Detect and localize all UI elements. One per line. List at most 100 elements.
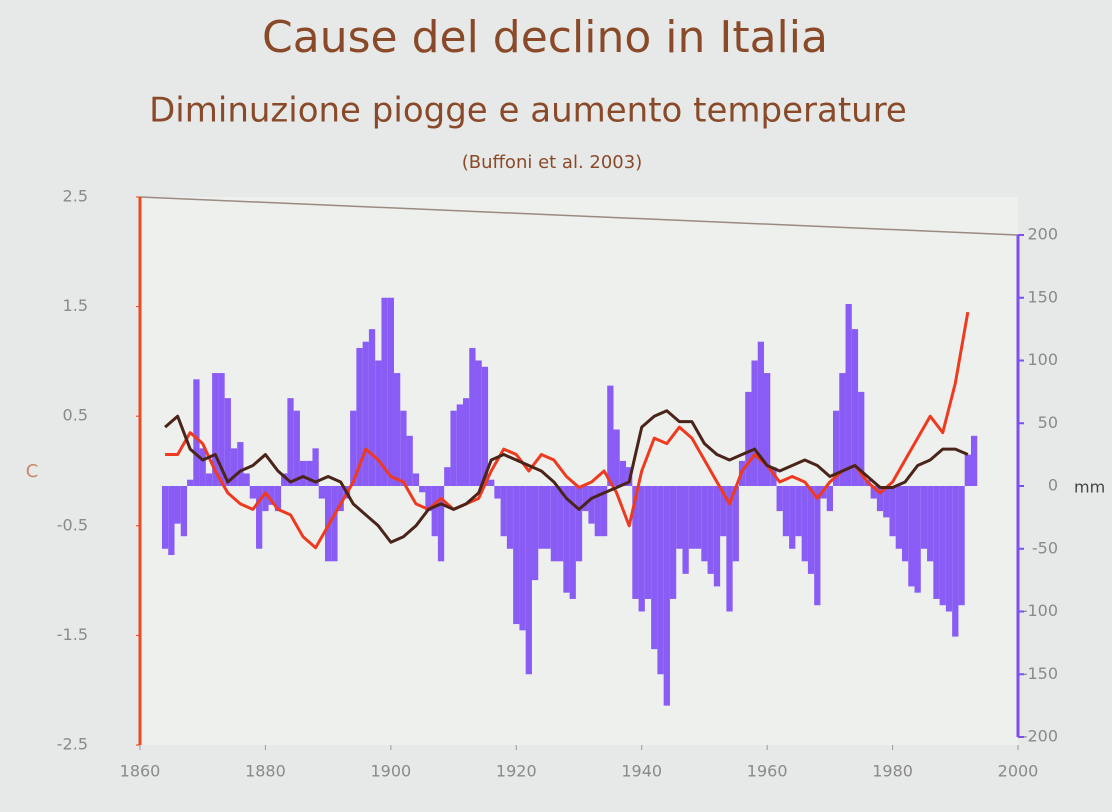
bar: [538, 486, 545, 549]
y-tick-label: -1.5: [57, 625, 88, 644]
bar: [481, 366, 489, 486]
y-tick-label: -0.5: [57, 515, 88, 534]
bar: [644, 486, 652, 599]
bar: [563, 486, 570, 593]
bar: [676, 486, 683, 549]
bar: [462, 398, 470, 486]
bar: [249, 486, 257, 499]
y2-tick-label: -150: [1022, 664, 1058, 683]
bar: [726, 486, 733, 612]
bar: [350, 410, 357, 486]
bar: [312, 448, 319, 486]
bar: [713, 486, 721, 587]
bar: [281, 473, 288, 486]
bar: [506, 486, 514, 549]
bar: [582, 486, 589, 512]
bar: [218, 373, 225, 486]
bar: [782, 486, 790, 537]
bar: [663, 486, 670, 706]
bar: [494, 486, 501, 499]
bar: [964, 454, 971, 486]
bar: [268, 486, 275, 505]
x-tick-label: 1880: [245, 762, 286, 781]
bar: [939, 486, 946, 606]
bar: [607, 385, 614, 486]
bar: [770, 467, 777, 486]
bar: [720, 486, 727, 537]
bar: [531, 486, 539, 581]
bar: [839, 373, 846, 486]
x-tick-label: 2000: [998, 762, 1039, 781]
chart-title: Cause del declino in Italia: [262, 12, 828, 63]
bar: [362, 341, 369, 486]
bar: [789, 486, 796, 549]
bar: [876, 486, 884, 512]
bar: [776, 486, 783, 512]
bar: [387, 297, 394, 486]
bar: [187, 479, 194, 486]
bar: [274, 486, 282, 512]
y2-tick-label: 200: [1027, 225, 1058, 244]
bar: [851, 329, 859, 486]
y2-tick-label: 100: [1027, 350, 1058, 369]
y-tick-label: 0.5: [63, 406, 88, 425]
bar: [889, 486, 896, 537]
bar: [299, 460, 307, 486]
bar: [707, 486, 714, 574]
y2-tick-label: -200: [1022, 727, 1058, 746]
y-axis-label: C: [26, 461, 39, 482]
bar: [695, 486, 702, 549]
x-tick-label: 1920: [496, 762, 537, 781]
bar: [908, 486, 915, 587]
bar: [895, 486, 902, 549]
bar: [657, 486, 664, 675]
bar: [356, 347, 363, 486]
y2-tick-label: 0: [1048, 476, 1058, 495]
bar: [337, 486, 344, 512]
plot-top-border: [139, 196, 1019, 236]
bar: [425, 486, 432, 512]
bar: [450, 410, 457, 486]
bar: [168, 486, 175, 556]
bar: [669, 486, 677, 599]
bar: [193, 379, 200, 486]
y2-tick-label: 150: [1027, 287, 1058, 306]
bar: [569, 486, 576, 599]
bar: [638, 486, 645, 612]
bar: [444, 467, 451, 486]
bar: [701, 486, 708, 562]
x-tick-label: 1980: [872, 762, 913, 781]
bar: [262, 486, 269, 512]
bar: [287, 398, 294, 486]
bar: [757, 341, 765, 486]
bar: [230, 448, 238, 486]
bar: [732, 486, 739, 562]
bar: [613, 429, 620, 486]
bar: [456, 404, 463, 486]
bar: [575, 486, 583, 562]
bar: [970, 435, 978, 486]
bar: [952, 486, 959, 637]
bar: [224, 398, 231, 486]
x-tick-label: 1860: [120, 762, 161, 781]
bar: [375, 360, 382, 486]
bar: [557, 486, 564, 562]
bar: [814, 486, 821, 606]
bar: [293, 410, 300, 486]
bar: [174, 486, 181, 524]
bar: [801, 486, 808, 562]
bar: [437, 486, 445, 562]
y-tick-label: 1.5: [63, 296, 88, 315]
bar: [205, 473, 213, 486]
y2-tick-label: 50: [1038, 413, 1058, 432]
bar: [513, 486, 520, 625]
bar: [331, 486, 338, 562]
bar: [914, 486, 921, 593]
y2-axis-label: mm: [1074, 478, 1105, 497]
y2-tick-label: -100: [1022, 601, 1058, 620]
chart-subtitle: Diminuzione piogge e aumento temperature: [149, 91, 907, 131]
bar: [945, 486, 953, 612]
bar: [651, 486, 658, 650]
bar: [161, 486, 169, 549]
bar: [525, 486, 532, 675]
